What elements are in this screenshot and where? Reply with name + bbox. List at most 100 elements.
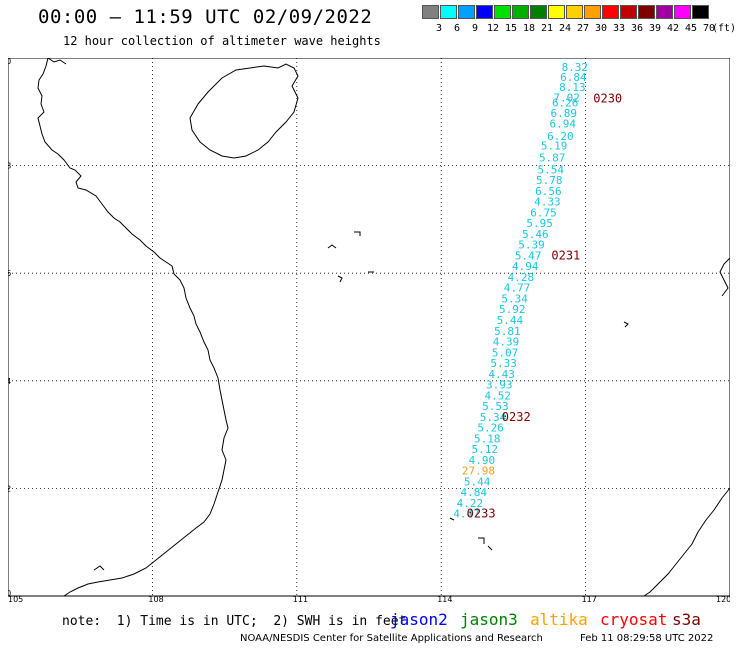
wave-height-value: 4.47: [453, 508, 480, 521]
wave-height-map: 8.326.848.137.026.266.896.946.205.195.87…: [8, 58, 730, 602]
color-swatch: [674, 5, 691, 19]
wave-height-value: 4.39: [493, 336, 519, 349]
pass-time-label: 0230: [593, 91, 622, 105]
pass-time-label: 0233: [467, 507, 496, 521]
color-swatch-label: 36: [630, 23, 644, 34]
latitude-tick-label: 12: [8, 484, 11, 493]
wave-height-value: 5.95: [526, 217, 553, 230]
wave-height-value: 5.53: [482, 400, 509, 413]
island-hainan: [189, 63, 299, 159]
color-swatch-label: 33: [612, 23, 626, 34]
color-swatch: [422, 5, 439, 19]
wave-height-value: 5.34: [501, 292, 528, 305]
wave-height-value: 5.78: [536, 174, 563, 187]
color-swatch-label: 21: [540, 23, 554, 34]
color-swatch-label: 18: [522, 23, 536, 34]
color-swatch-label: 30: [594, 23, 608, 34]
color-swatch: [692, 5, 709, 19]
wave-height-value: 5.44: [464, 475, 491, 488]
color-swatch: [548, 5, 565, 19]
footnote: note: 1) Time is in UTC; 2) SWH is in fe…: [62, 614, 407, 629]
map-frame: [8, 58, 730, 597]
color-swatch-label: 42: [666, 23, 680, 34]
color-swatch: [530, 5, 547, 19]
wave-height-value: 8.32: [562, 61, 589, 74]
legend-item-jason2: jason2: [390, 610, 448, 629]
color-swatch-label: 27: [576, 23, 590, 34]
longitude-tick-label: 114: [437, 595, 452, 602]
wave-height-value: 5.39: [518, 239, 545, 252]
longitude-tick-label: 111: [293, 595, 308, 602]
wave-height-value: 4.33: [534, 196, 561, 209]
color-swatch-label: 6: [453, 23, 461, 34]
timestamp: Feb 11 08:29:58 UTC 2022: [580, 633, 714, 644]
wave-height-value: 5.54: [538, 163, 565, 176]
page-title: 00:00 — 11:59 UTC 02/09/2022: [38, 6, 373, 28]
legend-item-s3a: s3a: [672, 610, 701, 629]
wave-height-value: 5.12: [472, 443, 499, 456]
wave-height-value: 5.34: [480, 411, 507, 424]
coastline-vietnam: [37, 58, 229, 597]
color-swatch-label: 70: [702, 23, 716, 34]
wave-height-value: 5.47: [515, 249, 542, 262]
latitude-tick-label: 14: [8, 377, 11, 386]
longitude-tick-label: 105: [8, 595, 23, 602]
longitude-tick-label: 108: [148, 595, 163, 602]
wave-height-value: 5.87: [539, 152, 566, 165]
coastline-philippines: [643, 257, 730, 597]
latitude-tick-label: 10: [8, 589, 11, 598]
longitude-tick-label: 117: [582, 595, 597, 602]
wave-height-value: 5.92: [499, 303, 526, 316]
latitude-tick-label: 20: [8, 58, 11, 66]
color-swatch: [458, 5, 475, 19]
wave-height-value: 6.75: [530, 206, 557, 219]
longitude-tick-label: 120: [716, 595, 730, 602]
reef-islands: [93, 231, 629, 571]
wave-height-value: 5.18: [474, 432, 501, 445]
color-swatch-label: 15: [504, 23, 518, 34]
wave-height-value: 6.20: [547, 130, 574, 143]
wave-height-value: 5.26: [477, 422, 504, 435]
color-swatch-label: 12: [486, 23, 500, 34]
color-swatch: [476, 5, 493, 19]
color-swatch: [620, 5, 637, 19]
wave-height-value: 8.13: [559, 81, 586, 94]
page-subtitle: 12 hour collection of altimeter wave hei…: [63, 34, 381, 48]
wave-height-value: 6.89: [550, 107, 577, 120]
wave-height-value: 4.94: [512, 260, 539, 273]
color-swatch-label: 39: [648, 23, 662, 34]
latitude-tick-label: 16: [8, 269, 11, 278]
color-swatch-label: 3: [435, 23, 443, 34]
legend-item-altika: altika: [530, 610, 588, 629]
wave-height-value: 5.46: [522, 228, 549, 241]
wave-height-value: 6.94: [550, 118, 577, 131]
altimeter-track-values: 8.326.848.137.026.266.896.946.205.195.87…: [453, 61, 588, 521]
wave-height-value: 5.33: [490, 357, 517, 370]
wave-height-value: 4.90: [469, 454, 496, 467]
pass-time-label: 0232: [502, 410, 531, 424]
wave-height-value: 4.22: [457, 497, 484, 510]
wave-height-value: 4.52: [485, 389, 512, 402]
color-swatch: [602, 5, 619, 19]
wave-height-value: 6.56: [535, 185, 562, 198]
wave-height-value: 6.26: [552, 97, 579, 110]
color-swatch-label: 24: [558, 23, 572, 34]
color-scale-unit: (ft): [712, 23, 737, 34]
color-swatch: [512, 5, 529, 19]
color-swatch: [440, 5, 457, 19]
axis-tick-labels: 105 108 111 114 117 120 20 18 16 14 12 10: [8, 58, 730, 602]
wave-height-value: 5.44: [497, 314, 524, 327]
wave-height-value: 4.77: [504, 282, 530, 295]
color-swatch: [638, 5, 655, 19]
color-swatch: [566, 5, 583, 19]
wave-height-value: 5.81: [494, 325, 521, 338]
lat-lon-grid: [8, 58, 730, 596]
color-swatch: [656, 5, 673, 19]
credit-line: NOAA/NESDIS Center for Satellite Applica…: [240, 633, 543, 644]
color-swatch: [494, 5, 511, 19]
pass-time-labels: 0230 0231 0232 0233: [467, 91, 622, 520]
wave-height-value: 4.28: [508, 271, 535, 284]
color-swatch-label: 9: [471, 23, 479, 34]
wave-height-value: 5.19: [541, 140, 568, 153]
wave-height-value: 27.98: [462, 465, 495, 478]
